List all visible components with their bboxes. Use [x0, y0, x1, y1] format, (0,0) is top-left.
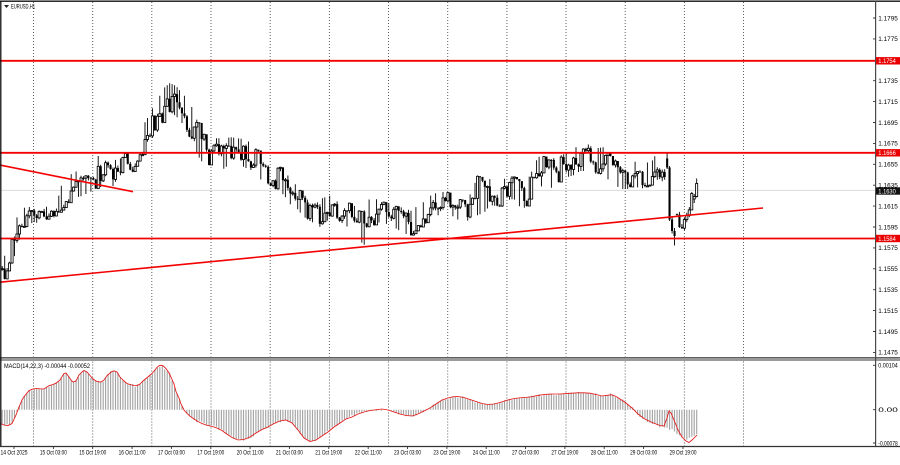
svg-text:1.1615: 1.1615 [878, 203, 898, 210]
svg-text:1.1515: 1.1515 [878, 308, 898, 315]
svg-text:15 Oct 03:00: 15 Oct 03:00 [40, 450, 67, 457]
svg-text:EURUSD,H1: EURUSD,H1 [11, 3, 35, 10]
svg-text:1.1635: 1.1635 [878, 183, 898, 190]
svg-text:0.00: 0.00 [878, 407, 898, 414]
svg-text:1.1666: 1.1666 [878, 150, 896, 157]
svg-text:27 Oct 19:00: 27 Oct 19:00 [551, 450, 578, 457]
svg-text:22 Oct 11:00: 22 Oct 11:00 [355, 450, 382, 457]
svg-text:23 Oct 03:00: 23 Oct 03:00 [394, 450, 421, 457]
svg-text:1.1535: 1.1535 [878, 287, 898, 294]
svg-text:24 Oct 11:00: 24 Oct 11:00 [473, 450, 500, 457]
svg-text:1.1754: 1.1754 [878, 58, 896, 65]
svg-text:1.1735: 1.1735 [878, 78, 898, 85]
svg-text:16 Oct 11:00: 16 Oct 11:00 [119, 450, 146, 457]
svg-text:1.1495: 1.1495 [878, 329, 898, 336]
svg-text:23 Oct 19:00: 23 Oct 19:00 [433, 450, 460, 457]
svg-text:-0.00078: -0.00078 [878, 440, 898, 447]
svg-text:1.1555: 1.1555 [878, 266, 898, 273]
svg-text:1.1630: 1.1630 [878, 188, 896, 195]
svg-text:17 Oct 19:00: 17 Oct 19:00 [197, 450, 224, 457]
svg-text:28 Oct 11:00: 28 Oct 11:00 [591, 450, 618, 457]
svg-text:14 Oct 2025: 14 Oct 2025 [1, 450, 28, 457]
svg-text:1.1775: 1.1775 [878, 36, 898, 43]
svg-text:27 Oct 03:00: 27 Oct 03:00 [512, 450, 539, 457]
svg-text:1.1715: 1.1715 [878, 99, 898, 106]
svg-text:1.1575: 1.1575 [878, 245, 898, 252]
svg-text:1.1795: 1.1795 [878, 15, 898, 22]
svg-text:21 Oct 19:00: 21 Oct 19:00 [315, 450, 342, 457]
svg-text:0.00104: 0.00104 [878, 363, 898, 370]
svg-text:1.1584: 1.1584 [878, 236, 896, 243]
svg-text:29 Oct 19:00: 29 Oct 19:00 [670, 450, 697, 457]
svg-text:1.1655: 1.1655 [878, 162, 898, 169]
svg-text:1.1695: 1.1695 [878, 120, 898, 127]
svg-text:1.1475: 1.1475 [878, 350, 898, 357]
svg-text:1.1675: 1.1675 [878, 141, 898, 148]
svg-text:20 Oct 11:00: 20 Oct 11:00 [237, 450, 264, 457]
svg-text:15 Oct 19:00: 15 Oct 19:00 [79, 450, 106, 457]
svg-text:1.1595: 1.1595 [878, 224, 898, 231]
svg-text:MACD(14,22,3) -0.00044 -0.0005: MACD(14,22,3) -0.00044 -0.00052 [4, 363, 90, 370]
svg-text:17 Oct 03:00: 17 Oct 03:00 [158, 450, 185, 457]
svg-text:29 Oct 03:00: 29 Oct 03:00 [630, 450, 657, 457]
svg-text:21 Oct 03:00: 21 Oct 03:00 [276, 450, 303, 457]
